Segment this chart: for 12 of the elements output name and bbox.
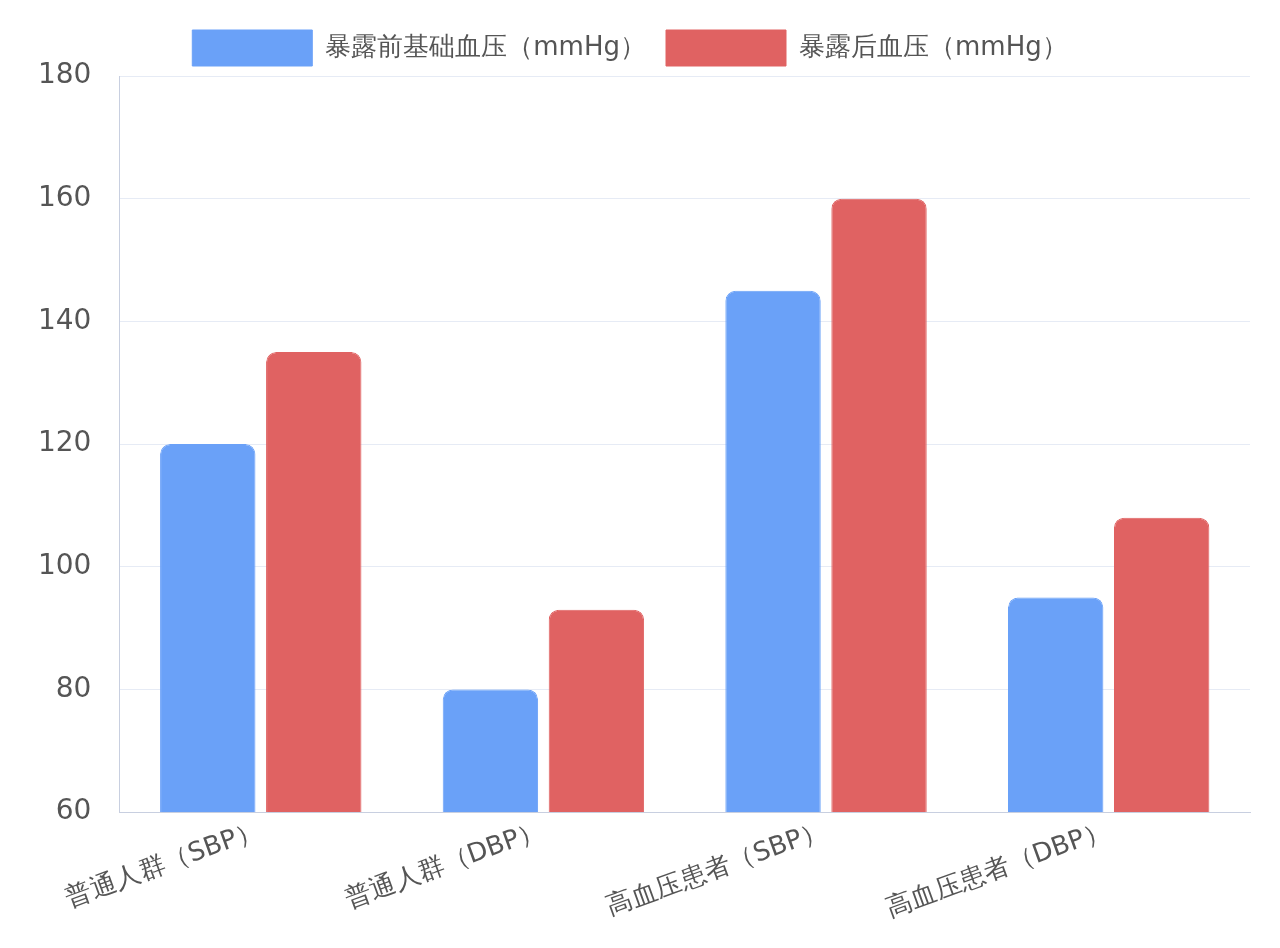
y-tick-label: 160 (37, 179, 92, 213)
y-tick-label: 140 (37, 302, 92, 336)
y-tick-label: 180 (37, 57, 92, 91)
y-tick-label: 100 (37, 548, 92, 582)
x-tick-label: 普通人群（DBP） (340, 813, 548, 914)
legend-label: 暴露后血压（mmHg） (799, 30, 1068, 61)
y-tick-label: 120 (37, 425, 92, 459)
y-tick-label: 60 (55, 793, 92, 827)
legend-label: 暴露前基础血压（mmHg） (325, 30, 647, 61)
x-tick-label: 高血压患者（SBP） (602, 813, 831, 922)
y-tick-label: 80 (55, 670, 92, 704)
x-tick-label: 高血压患者（DBP） (881, 813, 1114, 923)
